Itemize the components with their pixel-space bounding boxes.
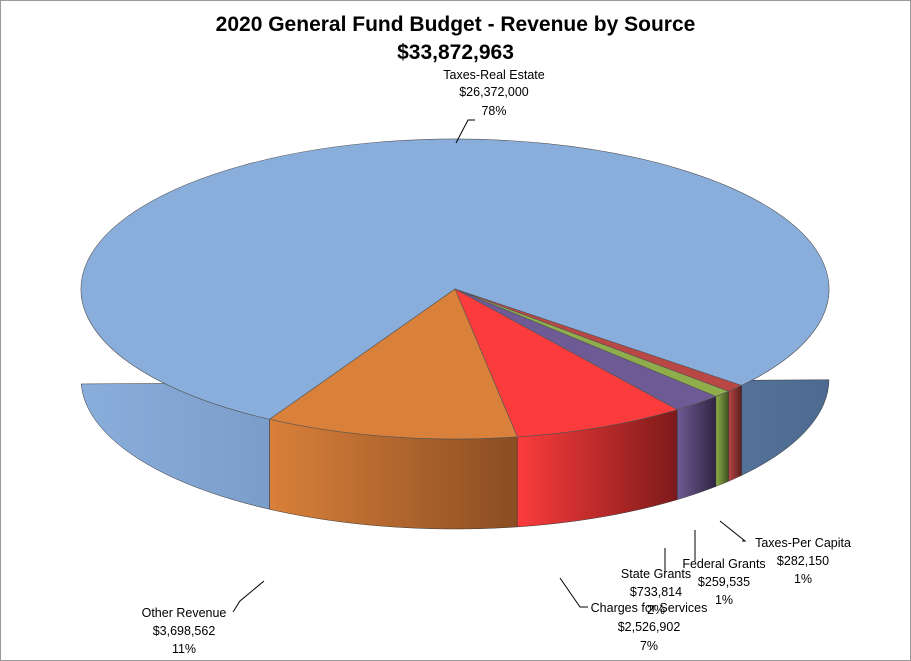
slice-side-1 [728, 385, 742, 482]
slice-side-2 [715, 390, 729, 487]
label-amount: $733,814 [630, 585, 682, 599]
chart-title: 2020 General Fund Budget - Revenue by So… [215, 13, 696, 36]
label-name: Federal Grants [682, 557, 765, 571]
leader-lines [232, 119, 747, 613]
label-name: State Grants [621, 567, 691, 581]
leader-line [719, 520, 747, 542]
label-pct: 2% [647, 603, 665, 617]
label-name: Taxes-Per Capita [755, 536, 851, 550]
chart-subtitle: $33,872,963 [397, 41, 514, 64]
label-pct: 1% [794, 572, 812, 586]
slice-taxes-real-estate [80, 138, 830, 420]
label-pct: 78% [481, 104, 506, 118]
label-name: Other Revenue [142, 606, 227, 620]
leader-line [232, 580, 265, 613]
label-amount: $282,150 [777, 554, 829, 568]
label-amount: $2,526,902 [618, 620, 681, 634]
slice-other-revenue [268, 288, 518, 440]
label-taxes-per-capita: Taxes-Per Capita $282,150 1% [755, 536, 851, 586]
leader-line [559, 577, 588, 608]
label-state-grants: State Grants $733,814 2% [621, 567, 691, 617]
label-pct: 1% [715, 593, 733, 607]
slice-side-3 [676, 396, 717, 501]
label-other-revenue: Other Revenue $3,698,562 11% [142, 606, 227, 656]
label-amount: $26,372,000 [459, 85, 529, 99]
label-pct: 11% [172, 642, 196, 656]
label-amount: $259,535 [698, 575, 750, 589]
label-amount: $3,698,562 [153, 624, 216, 638]
label-name: Charges for Services [591, 601, 708, 615]
label-name: Taxes-Real Estate [443, 68, 544, 82]
leader-line [455, 119, 475, 144]
label-charges-for-services: Charges for Services $2,526,902 7% [591, 601, 708, 653]
slice-charges-for-services [454, 288, 678, 438]
label-pct: 7% [640, 639, 658, 653]
label-taxes-real-estate: Taxes-Real Estate $26,372,000 78% [443, 68, 544, 118]
pie-slices [80, 138, 830, 440]
label-federal-grants: Federal Grants $259,535 1% [682, 557, 765, 607]
